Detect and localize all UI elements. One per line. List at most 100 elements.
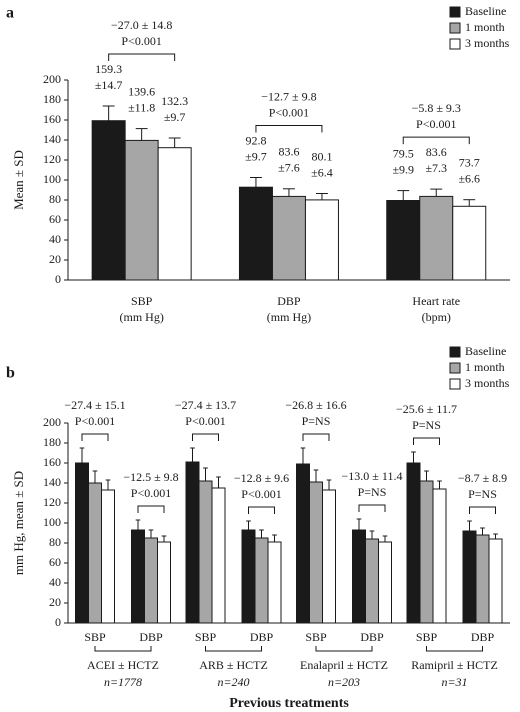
bar	[185, 461, 200, 624]
group-bracket	[315, 646, 373, 652]
bar	[238, 186, 273, 281]
annotation-p: P<0.001	[131, 486, 171, 500]
group-bracket	[426, 646, 483, 652]
bar	[406, 462, 421, 624]
error-label: ±6.6	[458, 171, 480, 185]
annotation-change: −27.4 ± 13.7	[175, 398, 236, 412]
annotation-p: P=NS	[468, 487, 497, 501]
annotation-change: −12.7 ± 9.8	[261, 89, 316, 103]
bracket	[108, 53, 176, 61]
value-label: 79.5	[393, 146, 414, 160]
annotation-p: P=NS	[358, 485, 387, 499]
annotation-change: −12.5 ± 9.8	[123, 470, 178, 484]
bar	[124, 139, 159, 281]
legend-swatch	[449, 362, 461, 374]
bar	[144, 537, 158, 624]
bar	[352, 529, 366, 624]
value-label: 159.3	[95, 62, 122, 76]
annotation-change: −25.6 ± 11.7	[396, 402, 457, 416]
bar	[365, 538, 379, 624]
bar	[271, 195, 306, 281]
group-name: ARB ± HCTZ	[199, 658, 268, 672]
value-label: 73.7	[459, 155, 480, 169]
bar	[267, 541, 282, 624]
bar	[322, 489, 336, 624]
legend-label: 3 months	[465, 36, 510, 50]
group-name: Enalapril ± HCTZ	[300, 658, 388, 672]
bar	[475, 534, 490, 624]
group-name: ACEI ± HCTZ	[87, 658, 159, 672]
annotation-change: −26.8 ± 16.6	[285, 398, 346, 412]
y-tick-label: 160	[43, 112, 61, 126]
bracket	[255, 125, 323, 133]
annotation-p: P=NS	[302, 414, 331, 428]
group-n: n=1778	[104, 675, 142, 689]
bracket	[81, 433, 109, 441]
annotation-p: P<0.001	[185, 414, 225, 428]
panel-label: b	[6, 365, 15, 382]
y-tick-label: 0	[55, 272, 61, 286]
y-tick-label: 60	[49, 212, 61, 226]
value-label: 80.1	[311, 149, 332, 163]
y-tick-label: 200	[43, 72, 61, 86]
legend-label: Baseline	[465, 344, 506, 358]
bracket	[302, 433, 330, 441]
error-label: ±9.9	[392, 162, 414, 176]
y-tick-label: 180	[43, 92, 61, 106]
x-tick-label: SBP	[195, 630, 217, 644]
x-tick-label: SBP	[131, 294, 153, 308]
error-label: ±11.8	[128, 100, 155, 114]
error-label: ±14.7	[95, 78, 123, 92]
legend-swatch	[449, 38, 461, 50]
annotation-change: −8.7 ± 8.9	[458, 471, 507, 485]
group-bracket	[94, 646, 152, 652]
bar	[304, 199, 339, 281]
bar	[432, 488, 447, 624]
value-label: 139.6	[128, 84, 155, 98]
bar	[488, 538, 503, 624]
y-tick-label: 100	[43, 515, 61, 529]
legend-swatch	[449, 22, 461, 34]
value-label: 83.6	[426, 145, 447, 159]
bracket	[402, 136, 470, 145]
bracket	[413, 437, 440, 445]
bar	[419, 480, 434, 624]
bar	[91, 120, 126, 281]
value-label: 132.3	[161, 94, 188, 108]
bar	[157, 541, 171, 624]
x-tick-unit: (mm Hg)	[267, 310, 311, 324]
group-name: Ramipril ± HCTZ	[411, 658, 498, 672]
bracket	[358, 504, 386, 512]
x-tick-label: SBP	[416, 630, 438, 644]
bar	[254, 537, 269, 624]
y-tick-label: 20	[49, 252, 61, 266]
x-tick-label: DBP	[250, 630, 274, 644]
group-n: n=203	[328, 675, 360, 689]
x-tick-unit: (bpm)	[422, 310, 451, 324]
bracket	[469, 506, 496, 514]
y-tick-label: 180	[43, 435, 61, 449]
error-label: ±7.6	[278, 161, 300, 175]
panel-label: a	[6, 5, 14, 22]
value-label: 83.6	[278, 145, 299, 159]
y-tick-label: 100	[43, 172, 61, 186]
annotation-change: −12.8 ± 9.6	[234, 471, 289, 485]
error-label: ±9.7	[164, 110, 186, 124]
annotation-change: −27.4 ± 15.1	[64, 398, 125, 412]
annotation-p: P<0.001	[121, 34, 161, 48]
bar	[419, 195, 454, 281]
annotation-p: P<0.001	[241, 487, 281, 501]
x-tick-label: DBP	[471, 630, 495, 644]
error-label: ±6.4	[311, 165, 333, 179]
annotation-change: −13.0 ± 11.4	[342, 469, 403, 483]
y-tick-label: 80	[49, 192, 61, 206]
annotation-change: −27.0 ± 14.8	[111, 18, 172, 32]
bar	[296, 463, 310, 624]
y-tick-label: 20	[49, 595, 61, 609]
bracket	[248, 506, 275, 514]
value-label: 92.8	[245, 133, 266, 147]
bar	[462, 530, 477, 624]
bar	[101, 489, 115, 624]
bar	[131, 529, 145, 624]
